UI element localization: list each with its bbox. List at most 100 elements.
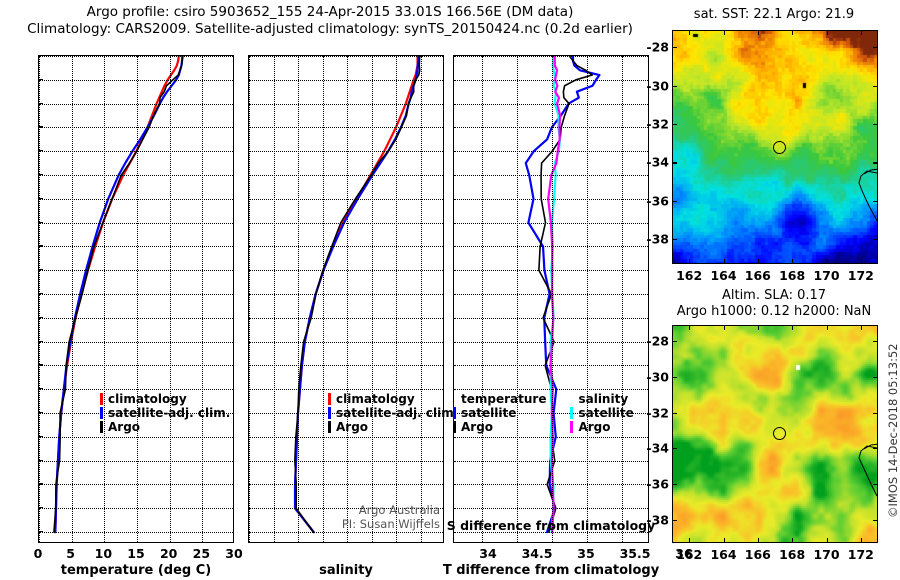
legend-color-swatch — [100, 393, 103, 405]
map-x-axis-tick-mark-top — [792, 325, 794, 330]
legend-color-swatch — [100, 421, 103, 433]
grid-line-horizontal — [454, 365, 648, 367]
y-axis-tick-mark — [38, 174, 43, 176]
map-y-axis-tick-label: -30 — [646, 78, 669, 94]
grid-line-horizontal — [249, 436, 443, 438]
map-y-axis-tick-label: -38 — [646, 231, 669, 247]
map-x-axis-tick-mark-top — [860, 30, 863, 35]
legend-color-swatch — [453, 421, 456, 433]
x-axis-tick-label: 30 — [225, 546, 243, 561]
y-axis-tick-mark — [38, 364, 43, 366]
grid-line-horizontal — [249, 222, 443, 224]
y-axis-tick-mark — [38, 531, 43, 533]
sst-argo-position-marker — [773, 141, 786, 154]
sla-coastline — [858, 443, 877, 497]
grid-line-vertical — [587, 56, 588, 542]
grid-line-horizontal — [39, 413, 233, 415]
legend-item: satellite-adj. clim. — [100, 406, 230, 420]
y-axis-tick-mark — [38, 388, 43, 390]
grid-line-horizontal — [249, 198, 443, 200]
map-x-axis-tick-mark — [860, 538, 863, 543]
grid-line-horizontal — [39, 532, 233, 534]
map-x-axis-tick-label: 172 — [847, 547, 874, 562]
y-axis-tick-mark — [38, 126, 43, 128]
map-y-axis-tick-mark-right — [873, 376, 878, 378]
map-x-axis-tick-label: 168 — [779, 268, 806, 283]
grid-line-horizontal — [249, 532, 443, 534]
grid-line-horizontal — [454, 198, 648, 200]
map-y-axis-tick-mark — [672, 200, 677, 202]
map-y-axis-tick-mark-right — [873, 484, 878, 486]
grid-line-horizontal — [454, 341, 648, 343]
grid-line-horizontal — [249, 365, 443, 367]
y-axis-tick-mark — [38, 78, 43, 80]
grid-line-horizontal — [39, 389, 233, 391]
salinity-panel: 34 34.5 35 35.5 36 salinity climatology satel… — [240, 0, 693, 580]
grid-line-horizontal — [249, 484, 443, 486]
map-x-axis-tick-mark-top — [757, 30, 760, 35]
map-y-axis-tick-mark — [672, 162, 677, 164]
grid-line-horizontal — [249, 270, 443, 272]
grid-line-horizontal — [39, 270, 233, 272]
sla-map-title-line-2: Argo h1000: 0.12 h2000: NaN — [676, 304, 872, 319]
title-line-2: Climatology: CARS2009. Satellite-adjuste… — [27, 21, 633, 37]
map-x-axis-tick-mark — [826, 538, 828, 543]
map-y-axis-tick-mark-right — [873, 123, 878, 126]
map-x-axis-tick-mark-top — [723, 30, 725, 35]
grid-line-horizontal — [249, 294, 443, 296]
map-y-axis-tick-label: -38 — [646, 512, 669, 528]
grid-line-horizontal — [249, 175, 443, 177]
grid-line-vertical — [322, 56, 324, 542]
map-y-axis-tick-mark-right — [873, 47, 878, 49]
legend-label: satellite-adj. clim. — [108, 406, 231, 420]
temperature-legend: climatology satellite-adj. clim. Argo — [100, 392, 230, 434]
grid-line-horizontal — [249, 127, 443, 129]
grid-line-horizontal — [454, 436, 648, 438]
legend-label: satellite — [461, 406, 517, 420]
legend-item: Argo — [453, 420, 546, 434]
x-axis-tick-label: 20 — [159, 546, 178, 561]
legend-item: satellite — [453, 406, 546, 420]
difference-legend-salinity-column: salinity satellite Argo — [570, 392, 634, 434]
y-axis-tick-mark — [38, 483, 43, 485]
y-axis-tick-mark — [38, 269, 43, 271]
y-axis-tick-mark — [38, 507, 43, 509]
difference-x-axis-title-top: S difference from climatology — [446, 518, 656, 533]
map-y-axis-tick-mark-right — [873, 412, 878, 414]
y-axis-tick-mark — [38, 412, 43, 414]
map-y-axis-tick-mark — [672, 341, 677, 343]
program-credit-line-1: Argo Australia — [358, 503, 440, 517]
map-y-axis-tick-mark — [672, 85, 677, 87]
y-axis-tick-mark — [38, 340, 43, 342]
legend-color-swatch — [328, 421, 331, 433]
grid-line-horizontal — [454, 508, 648, 510]
grid-line-horizontal — [39, 484, 233, 486]
difference-legend-salinity-header: salinity — [578, 392, 629, 406]
map-x-axis-tick-mark — [689, 259, 691, 264]
map-y-axis-tick-label: -30 — [646, 369, 669, 385]
y-axis-tick-mark — [38, 459, 43, 461]
grid-line-vertical — [71, 56, 73, 542]
grid-line-horizontal — [454, 79, 648, 81]
map-x-axis-tick-mark — [792, 259, 794, 264]
title-line-1: Argo profile: csiro 5903652_155 24-Apr-2… — [86, 4, 574, 20]
temperature-x-axis-title: temperature (deg C) — [60, 563, 212, 578]
grid-line-horizontal — [39, 365, 233, 367]
legend-color-swatch — [328, 393, 331, 405]
program-credit: Argo Australia PI: Susan Wijffels — [292, 503, 440, 531]
legend-item: climatology — [328, 392, 458, 406]
map-x-axis-tick-mark-top — [860, 325, 863, 330]
grid-line-horizontal — [454, 175, 648, 177]
x-axis-tick-label: 35.5 — [619, 546, 651, 561]
map-y-axis-tick-mark-right — [873, 239, 878, 241]
grid-line-horizontal — [39, 79, 233, 81]
sst-map-title: sat. SST: 22.1 Argo: 21.9 — [693, 7, 855, 22]
grid-line-horizontal — [39, 198, 233, 200]
y-axis-tick-mark — [38, 221, 43, 223]
legend-item: satellite — [570, 406, 634, 420]
x-axis-tick-label: 36 — [675, 546, 693, 561]
grid-line-vertical — [202, 56, 204, 542]
grid-line-vertical — [622, 56, 623, 542]
map-x-axis-tick-mark — [792, 538, 794, 543]
grid-line-horizontal — [454, 270, 648, 272]
